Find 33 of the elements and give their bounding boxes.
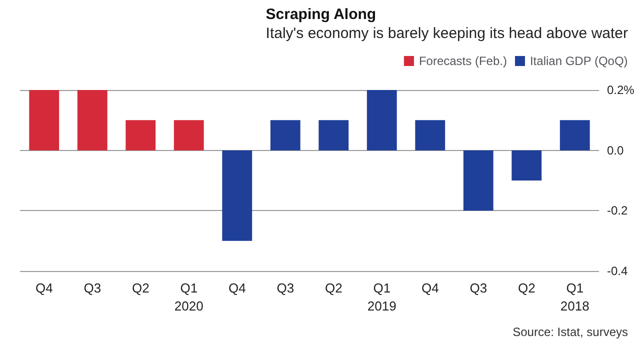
x-tick-label: Q4 <box>35 280 53 296</box>
bar <box>126 120 156 150</box>
bar <box>318 120 349 150</box>
legend-label: Forecasts (Feb.) <box>418 54 507 68</box>
bar <box>366 90 397 150</box>
bar <box>222 150 252 241</box>
source-note: Source: Istat, surveys <box>512 325 628 339</box>
bar <box>29 90 60 150</box>
bar <box>463 150 494 211</box>
bar <box>270 120 300 150</box>
bar <box>415 120 446 150</box>
x-tick-label: Q3 <box>84 280 102 296</box>
x-tick-label: Q2 <box>518 280 536 296</box>
y-tick-label: -0.4 <box>607 264 628 278</box>
y-tick-label: -0.2 <box>607 204 628 218</box>
x-tick-label: Q1 2018 <box>560 280 590 314</box>
chart-subtitle: Italy's economy is barely keeping its head above water <box>266 25 628 42</box>
bar <box>174 120 204 150</box>
y-tick-label: 0.0 <box>607 143 624 158</box>
x-tick-label: Q2 <box>132 280 150 296</box>
bar <box>512 150 542 180</box>
chart-title: Scraping Along <box>266 6 376 23</box>
legend-label: Italian GDP (QoQ) <box>530 54 628 68</box>
x-tick-label: Q2 <box>324 280 342 296</box>
bar <box>77 90 108 150</box>
y-tick-label: 0.2% <box>607 83 635 97</box>
x-tick-label: Q3 <box>276 280 294 296</box>
x-tick-label: Q1 2020 <box>174 280 204 314</box>
bar <box>560 120 590 150</box>
x-tick-label: Q4 <box>228 280 246 296</box>
x-tick-label: Q4 <box>421 280 439 296</box>
x-tick-label: Q1 2019 <box>367 280 396 314</box>
x-tick-label: Q3 <box>470 280 488 296</box>
